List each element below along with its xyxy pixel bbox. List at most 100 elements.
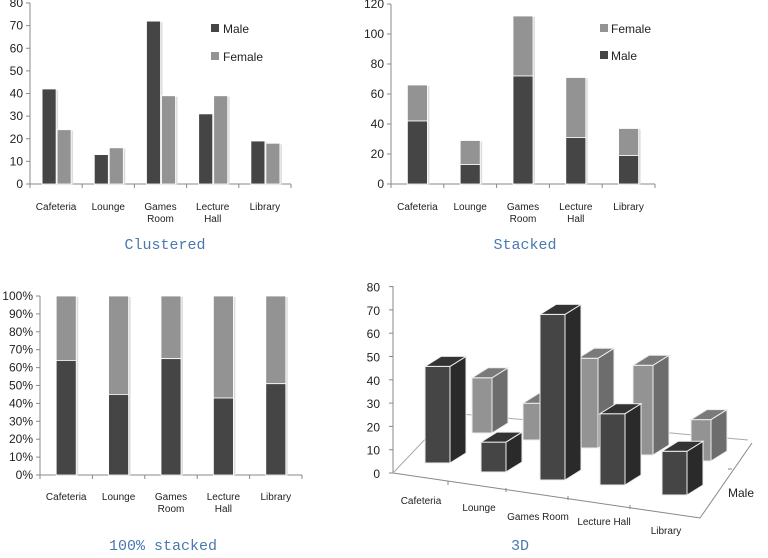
y-tick-label: 60%: [9, 361, 33, 375]
y-tick-label: 10: [10, 154, 24, 168]
bar-top-face: [470, 367, 510, 379]
y-tick-label: 80: [371, 57, 385, 71]
bar-female: [56, 129, 72, 185]
bar-side-face: [564, 303, 582, 481]
category-label: Games: [155, 492, 187, 503]
y-tick-label: 80: [10, 0, 24, 10]
bar-top-face: [689, 409, 729, 421]
legend-swatch-male: [600, 51, 608, 59]
bar-male: [512, 75, 534, 185]
bar-top-face: [660, 440, 705, 452]
bar-female: [406, 84, 428, 122]
legend-label-female: Female: [611, 22, 651, 36]
bar-female: [55, 295, 77, 361]
y-tick-label: 80: [367, 281, 381, 295]
y-tick-label: 20%: [9, 432, 33, 446]
bar-female: [265, 295, 287, 385]
bar-male: [146, 20, 161, 185]
chart-title: 100% stacked: [109, 538, 217, 555]
y-tick-label: 70: [10, 19, 24, 33]
chart-title: Stacked: [493, 237, 556, 254]
bar-female: [212, 295, 234, 399]
y-tick-label: 90%: [9, 307, 33, 321]
category-label: Cafeteria: [397, 202, 438, 213]
y-tick-label: 60: [10, 41, 24, 55]
y-tick-label: 0%: [16, 468, 34, 482]
y-tick-label: 100%: [2, 289, 33, 303]
y-tick-label: 0: [377, 177, 384, 191]
bar-female: [108, 147, 124, 185]
y-tick-label: 0: [16, 177, 23, 191]
depth-axis-label: Male: [728, 486, 754, 500]
y-tick-label: 120: [364, 0, 384, 11]
legend-swatch-female: [211, 52, 219, 60]
bar-front-face: [480, 441, 507, 473]
bar-top-face: [631, 354, 671, 366]
bar-male: [108, 394, 129, 476]
category-label: Library: [250, 202, 281, 213]
category-label: Lecture: [207, 492, 241, 503]
bar-male: [160, 358, 182, 476]
bar-male: [212, 397, 234, 476]
bar-side-face: [449, 355, 467, 464]
category-label: Cafeteria: [401, 496, 442, 507]
category-label: Lounge: [462, 503, 496, 514]
bar-front-face: [424, 365, 451, 464]
category-label: Lounge: [92, 202, 126, 213]
category-label: Lecture: [559, 202, 593, 213]
bar-male-3d: [660, 440, 705, 496]
bar-male: [265, 383, 287, 476]
legend-label-male: Male: [223, 22, 249, 36]
y-tick-label: 10: [367, 444, 381, 458]
floor-front-edge: [392, 442, 753, 519]
bar-female: [565, 77, 587, 138]
bar-male-3d: [598, 402, 643, 486]
y-tick-label: 50: [10, 64, 24, 78]
y-tick-label: 20: [371, 147, 385, 161]
y-tick-label: 20: [10, 132, 24, 146]
chart-title: 3D: [511, 538, 529, 555]
bar-male-3d: [479, 431, 524, 473]
bar-top-face: [423, 355, 468, 367]
category-label: Lecture Hall: [577, 517, 630, 528]
y-tick-label: 40: [10, 87, 24, 101]
bar-side-face: [491, 366, 509, 434]
bar-male: [55, 360, 77, 476]
y-tick-label: 30%: [9, 414, 33, 428]
bar-female: [213, 95, 229, 185]
category-label: Library: [613, 202, 644, 213]
y-tick-label: 20: [367, 420, 381, 434]
bar-side-face: [624, 402, 642, 486]
bar-male: [565, 137, 587, 185]
bar-male: [198, 113, 214, 185]
category-label: Lounge: [102, 492, 136, 503]
category-label: Room: [510, 214, 537, 225]
y-tick-label: 40: [371, 117, 385, 131]
legend-label-male: Male: [611, 49, 637, 63]
bar-male-3d: [538, 303, 583, 481]
y-tick-label: 50: [367, 351, 381, 365]
category-label: Room: [158, 504, 185, 515]
bar-front-face: [471, 377, 493, 434]
bar-top-face: [598, 403, 643, 415]
bar-male-3d: [423, 355, 468, 464]
bar-female: [618, 128, 639, 156]
bar-top-face: [538, 303, 583, 315]
category-label: Games: [144, 202, 176, 213]
bar-female-3d: [470, 366, 510, 434]
bar-male: [41, 88, 57, 185]
bar-front-face: [599, 413, 626, 486]
bar-top-face: [479, 431, 524, 443]
y-tick-label: 30: [10, 109, 24, 123]
category-label: Hall: [567, 214, 584, 225]
category-label: Games Room: [507, 512, 569, 523]
bar-front-face: [539, 313, 566, 481]
legend-swatch-female: [600, 24, 608, 32]
category-label: Lounge: [454, 202, 488, 213]
category-label: Lecture: [196, 202, 230, 213]
bar-female: [265, 142, 281, 185]
category-label: Library: [261, 492, 292, 503]
category-label: Games: [507, 202, 539, 213]
y-tick-label: 70%: [9, 343, 33, 357]
